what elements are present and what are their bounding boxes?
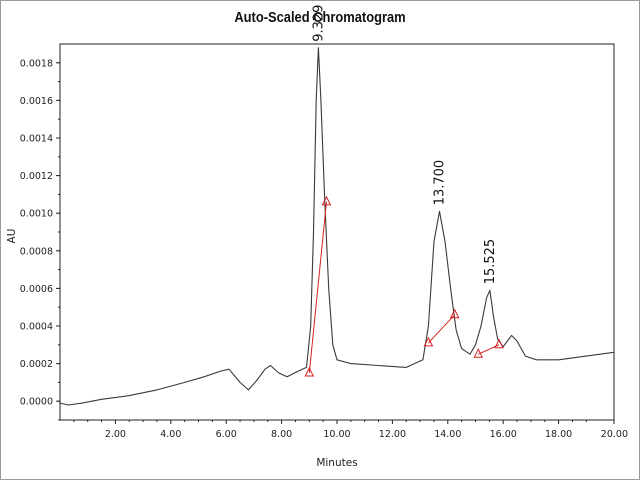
chart-title: Auto-Scaled Chromatogram bbox=[234, 9, 406, 26]
y-tick-label: 0.0000 bbox=[20, 397, 53, 408]
x-tick-label: 16.00 bbox=[490, 429, 517, 440]
x-tick-label: 10.00 bbox=[323, 429, 350, 440]
x-tick-label: 14.00 bbox=[434, 429, 461, 440]
y-tick-label: 0.0018 bbox=[20, 58, 53, 69]
y-tick-label: 0.0014 bbox=[20, 134, 53, 145]
integration-marker bbox=[423, 336, 434, 347]
integration-marker bbox=[449, 308, 460, 319]
integration-marker bbox=[321, 195, 332, 206]
x-tick-label: 8.00 bbox=[271, 429, 292, 440]
y-tick-label: 0.0006 bbox=[20, 284, 53, 295]
integration-baselines bbox=[304, 195, 504, 377]
peak-labels: 9.329 13.700 15.525 bbox=[311, 5, 498, 285]
axis-ticks: 2.00 4.00 6.00 8.00 10.00 12.00 14.00 16.00 18.0… bbox=[20, 58, 628, 440]
integration-marker bbox=[494, 338, 504, 349]
x-tick-label: 20.00 bbox=[601, 429, 628, 440]
integration-marker bbox=[473, 348, 484, 358]
x-tick-label: 2.00 bbox=[105, 429, 126, 440]
integration-marker bbox=[304, 366, 315, 377]
chromatogram-trace bbox=[59, 47, 615, 406]
x-axis-label: Minutes bbox=[316, 457, 357, 469]
plot-area-border bbox=[59, 43, 615, 421]
y-axis-label: AU bbox=[6, 229, 18, 244]
y-tick-label: 0.0010 bbox=[20, 209, 53, 220]
peak-label: 9.329 bbox=[311, 5, 326, 42]
y-tick-label: 0.0012 bbox=[20, 171, 53, 182]
peak-label: 15.525 bbox=[483, 239, 498, 285]
y-tick-label: 0.0004 bbox=[20, 322, 53, 333]
plot-axes bbox=[59, 43, 615, 421]
x-tick-label: 4.00 bbox=[160, 429, 181, 440]
plot-traces bbox=[59, 47, 615, 406]
peak-label: 13.700 bbox=[433, 160, 448, 206]
x-tick-label: 6.00 bbox=[216, 429, 237, 440]
y-tick-label: 0.0002 bbox=[20, 359, 53, 370]
integration-baseline bbox=[308, 201, 327, 374]
x-tick-label: 12.00 bbox=[379, 429, 406, 440]
x-tick-label: 18.00 bbox=[545, 429, 572, 440]
y-tick-label: 0.0016 bbox=[20, 96, 53, 107]
integration-baseline bbox=[428, 314, 456, 344]
y-tick-label: 0.0008 bbox=[20, 246, 53, 257]
